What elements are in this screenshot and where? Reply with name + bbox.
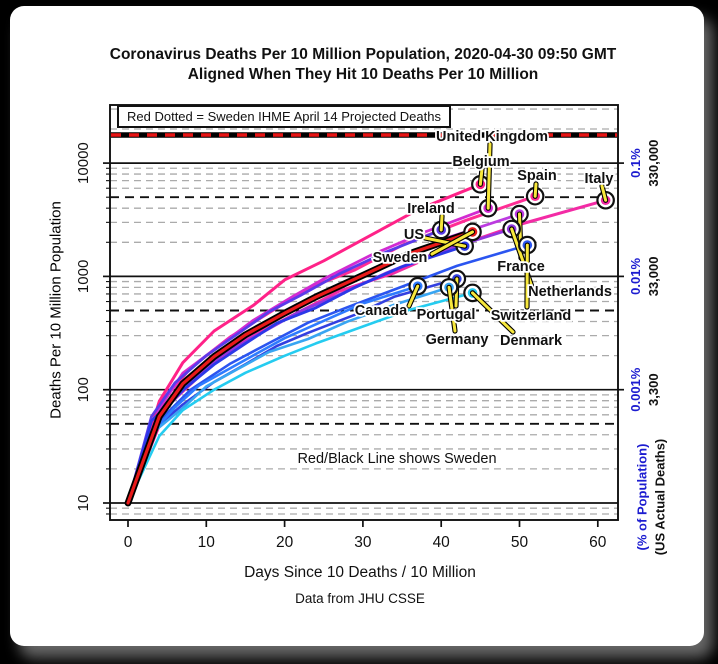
leader-line-canada [407, 284, 420, 308]
country-label-portugal: Portugal [417, 307, 476, 323]
chart-title: Coronavirus Deaths Per 10 Million Popula… [109, 46, 617, 63]
series-line-belgium [126, 182, 482, 505]
series-line-denmark [126, 291, 474, 505]
leader-line-italy [600, 184, 608, 202]
series-line-switzerland [126, 243, 529, 505]
series-line-canada [126, 284, 420, 505]
leader-line-germany [447, 285, 457, 333]
x-tick-label: 50 [511, 534, 529, 551]
right-label-percent: 0.001% [628, 367, 643, 412]
country-label-canada: Canada [355, 303, 408, 319]
x-tick-label: 60 [589, 534, 607, 551]
y-tick-label: 1000 [75, 260, 92, 293]
y-tick-label: 10 [75, 495, 92, 512]
country-label-germany: Germany [426, 332, 489, 348]
country-label-switzerland: Switzerland [491, 308, 572, 324]
country-label-sweden: Sweden [373, 250, 428, 266]
country-label-italy: Italy [584, 171, 613, 187]
leader-line-ireland [439, 214, 444, 232]
right-label-percent: 0.01% [628, 258, 643, 295]
leader-line-us [423, 236, 467, 248]
right-label-us-deaths: 3,300 [646, 373, 661, 406]
series-line-ireland [126, 228, 443, 505]
leader-line-spain [533, 182, 538, 198]
chart-subtitle: Aligned When They Hit 10 Deaths Per 10 M… [187, 66, 539, 83]
annotation-sweden: Red/Black Line shows Sweden [297, 451, 497, 467]
leader-line-sweden [430, 230, 475, 256]
source-note: Data from JHU CSSE [295, 591, 425, 606]
x-tick-label: 40 [433, 534, 451, 551]
country-label-spain: Spain [517, 168, 556, 184]
series-line-sweden [126, 230, 475, 505]
country-label-belgium: Belgium [452, 154, 509, 170]
leader-line-united-kingdom [486, 142, 492, 210]
country-label-netherlands: Netherlands [528, 284, 612, 300]
country-label-united-kingdom: United Kingdom [436, 129, 548, 145]
x-tick-label: 0 [124, 534, 133, 551]
y-tick-label: 100 [75, 377, 92, 402]
right-label-us-deaths: 330,000 [646, 140, 661, 187]
country-label-france: France [497, 259, 545, 275]
country-label-ireland: Ireland [407, 201, 455, 217]
leader-line-belgium [478, 167, 484, 186]
legend-box: Red Dotted = Sweden IHME April 14 Projec… [117, 105, 451, 128]
leader-line-denmark [471, 291, 515, 334]
country-label-denmark: Denmark [500, 333, 563, 349]
x-tick-label: 10 [198, 534, 216, 551]
y-tick-label: 10000 [75, 142, 92, 184]
series-line-germany [126, 286, 451, 505]
x-tick-label: 20 [276, 534, 294, 551]
x-tick-label: 30 [354, 534, 372, 551]
x-axis-title: Days Since 10 Deaths / 10 Million [244, 564, 476, 581]
right-label-percent: 0.1% [628, 148, 643, 178]
right-label-us-deaths: 33,000 [646, 257, 661, 297]
country-label-us: US [404, 227, 424, 243]
